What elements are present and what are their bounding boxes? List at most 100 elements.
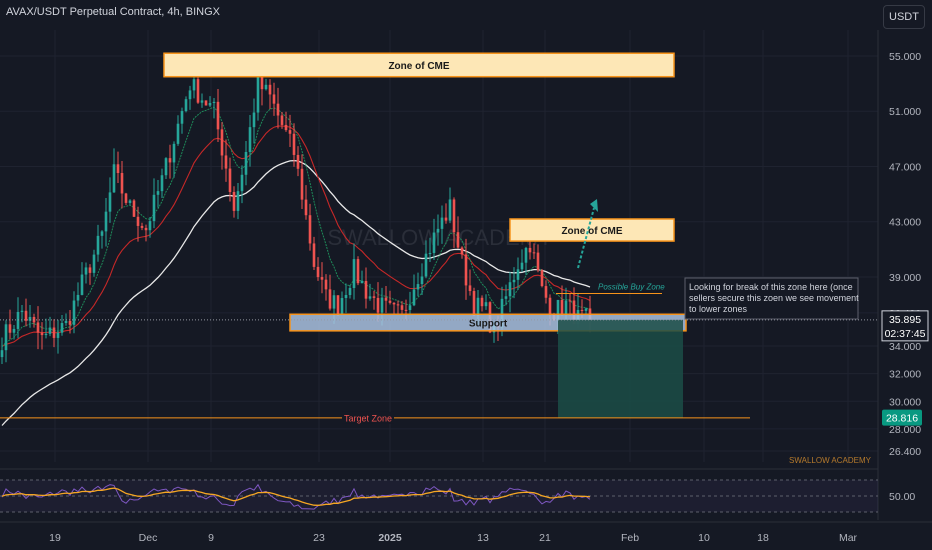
support-label: Support: [469, 319, 508, 330]
candle-body: [140, 225, 144, 228]
rsi-value-label: 50.00: [889, 491, 915, 503]
up-arrow-head: [590, 199, 598, 212]
candle-body: [116, 164, 120, 174]
candle-body: [40, 332, 44, 336]
candle-body: [136, 216, 140, 226]
candle-body: [396, 304, 400, 306]
candle-body: [200, 100, 204, 103]
ema-white-line: [1, 159, 591, 426]
currency-button[interactable]: USDT: [883, 5, 925, 29]
candle-body: [412, 289, 416, 306]
candle-body: [540, 270, 544, 287]
candle-body: [564, 300, 568, 316]
candle-body: [340, 298, 344, 314]
price-tick-label: 39.000: [889, 272, 921, 284]
ema-green-line: [1, 106, 591, 348]
candle-body: [24, 310, 28, 321]
candle-body: [240, 174, 244, 192]
watermark-small: SWALLOW ACADEMY: [789, 456, 872, 465]
candle-body: [528, 247, 532, 253]
candle-body: [68, 320, 72, 325]
candle-body: [480, 297, 484, 307]
candle-body: [404, 309, 408, 311]
candle-body: [192, 79, 196, 91]
candle-body: [508, 282, 512, 297]
candle-body: [28, 316, 32, 321]
candle-body: [256, 74, 260, 113]
candle-body: [4, 324, 8, 351]
candle-body: [80, 274, 84, 295]
price-tick-label: 32.000: [889, 369, 921, 381]
candle-body: [8, 324, 12, 333]
candle-body: [120, 173, 124, 194]
candle-body: [244, 151, 248, 175]
price-axis-bg: [878, 0, 932, 550]
target-price-value: 28.816: [886, 413, 918, 425]
candle-body: [220, 129, 224, 156]
candle-body: [372, 296, 376, 298]
candle-body: [292, 133, 296, 155]
candle-body: [416, 284, 420, 290]
candle-body: [472, 291, 476, 316]
cme-zone[interactable]: [163, 52, 675, 78]
candle-body: [228, 168, 232, 192]
short-projection-box[interactable]: [558, 319, 683, 418]
candle-body: [16, 311, 20, 329]
candle-body: [284, 124, 288, 131]
price-tick-label: 51.000: [889, 106, 921, 118]
candle-body: [204, 100, 208, 106]
candle-body: [232, 191, 236, 211]
candle-body: [424, 253, 428, 277]
time-tick-label: 18: [757, 532, 769, 544]
time-tick-label: 13: [477, 532, 489, 544]
candle-body: [160, 175, 164, 192]
candle-body: [332, 295, 336, 309]
candle-body: [180, 111, 184, 124]
candle-body: [360, 280, 364, 284]
overlays: Possible Buy Zone Target Zone Looking for …: [0, 199, 878, 465]
price-badges: 35.895 02:37:45 28.816: [881, 310, 929, 426]
candle-body: [48, 327, 52, 334]
candle-body: [156, 191, 160, 195]
candle-body: [560, 299, 564, 316]
price-axis[interactable]: 55.00051.00047.00043.00039.00036.40034.0…: [877, 0, 932, 550]
countdown-value: 02:37:45: [885, 328, 926, 340]
candle-body: [148, 221, 152, 231]
candle-body: [188, 90, 192, 100]
candle-body: [300, 168, 304, 200]
candle-body: [176, 123, 180, 144]
price-tick-label: 34.000: [889, 341, 921, 353]
note-text: to lower zones: [689, 304, 748, 314]
candle-body: [124, 193, 128, 203]
candle-body: [400, 305, 404, 310]
candle-body: [536, 252, 540, 271]
time-axis[interactable]: 19 Dec 9 23 2025 13 21 Feb 10 18 Mar: [0, 521, 932, 544]
candle-body: [348, 288, 352, 295]
candle-body: [544, 286, 548, 298]
candle-body: [352, 259, 356, 289]
candle-body: [392, 302, 396, 305]
time-tick-label: 9: [208, 532, 214, 544]
current-price-value: 35.895: [889, 314, 921, 326]
candlesticks: [0, 58, 592, 365]
candle-body: [304, 199, 308, 216]
candle-body: [20, 310, 24, 312]
candle-body: [184, 99, 188, 112]
time-tick-label: Mar: [839, 532, 858, 544]
candle-body: [100, 231, 104, 236]
candle-body: [12, 328, 16, 333]
rsi-pane: 50.00: [0, 468, 915, 513]
candle-body: [444, 217, 448, 221]
candle-body: [388, 300, 392, 303]
candle-body: [224, 155, 228, 169]
target-label-bg: [342, 411, 394, 424]
candle-body: [556, 299, 560, 321]
possible-buy-label: Possible Buy Zone: [598, 283, 665, 292]
note-box[interactable]: [684, 277, 859, 320]
rsi-ma-line: [1, 487, 591, 506]
candle-body: [420, 276, 424, 285]
candle-body: [196, 79, 200, 103]
candle-body: [264, 84, 268, 90]
candle-body: [364, 280, 368, 299]
